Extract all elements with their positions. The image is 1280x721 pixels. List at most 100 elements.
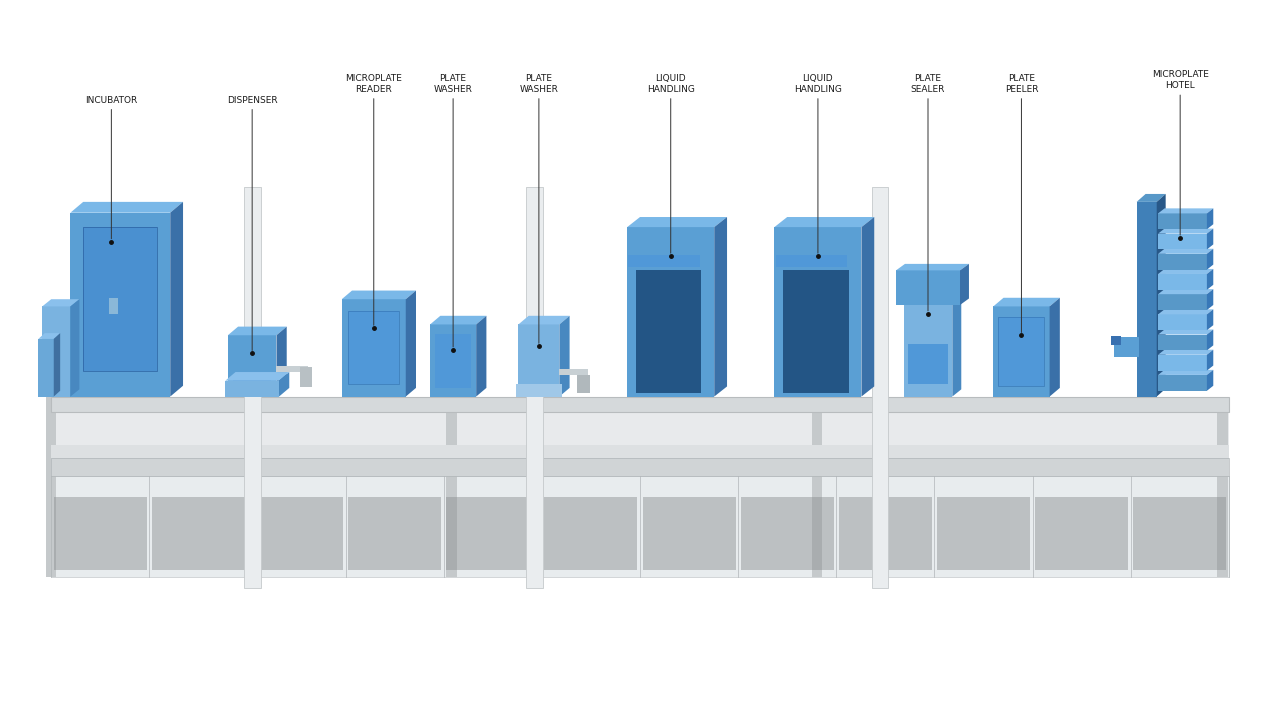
Bar bbox=[1137, 202, 1157, 397]
Bar bbox=[54, 497, 147, 570]
Text: MICROPLATE
HOTEL: MICROPLATE HOTEL bbox=[1152, 70, 1208, 90]
Bar bbox=[51, 445, 1229, 458]
Bar bbox=[1133, 497, 1226, 570]
Bar bbox=[51, 476, 1229, 577]
Text: LIQUID
HANDLING: LIQUID HANDLING bbox=[794, 74, 842, 94]
Polygon shape bbox=[476, 316, 486, 397]
Bar bbox=[1158, 294, 1207, 310]
Polygon shape bbox=[1050, 298, 1060, 397]
Bar bbox=[872, 187, 888, 588]
Bar bbox=[152, 497, 244, 570]
Bar bbox=[1114, 337, 1139, 357]
Bar bbox=[544, 497, 637, 570]
Bar bbox=[776, 255, 847, 267]
Bar bbox=[896, 270, 960, 305]
Bar bbox=[643, 497, 736, 570]
Bar bbox=[51, 476, 1229, 577]
Polygon shape bbox=[1158, 350, 1213, 355]
Polygon shape bbox=[225, 372, 289, 381]
Bar bbox=[233, 375, 271, 393]
Bar bbox=[300, 367, 312, 387]
Bar bbox=[51, 458, 1229, 476]
Polygon shape bbox=[952, 270, 961, 397]
Polygon shape bbox=[342, 291, 416, 299]
Polygon shape bbox=[1158, 309, 1213, 314]
Polygon shape bbox=[276, 327, 287, 397]
Bar bbox=[276, 366, 308, 372]
Bar bbox=[577, 375, 590, 393]
Text: LIQUID
HANDLING: LIQUID HANDLING bbox=[646, 74, 695, 94]
Polygon shape bbox=[1207, 269, 1213, 290]
Text: PLATE
SEALER: PLATE SEALER bbox=[911, 74, 945, 94]
Bar bbox=[1158, 355, 1207, 371]
Bar bbox=[42, 306, 70, 397]
Bar bbox=[993, 306, 1050, 397]
Polygon shape bbox=[279, 372, 289, 397]
Bar bbox=[627, 227, 714, 397]
Polygon shape bbox=[1207, 208, 1213, 229]
Text: PLATE
WASHER: PLATE WASHER bbox=[520, 74, 558, 94]
Polygon shape bbox=[1207, 370, 1213, 391]
Polygon shape bbox=[1207, 350, 1213, 371]
Bar bbox=[1158, 274, 1207, 290]
Polygon shape bbox=[559, 316, 570, 397]
Polygon shape bbox=[896, 264, 969, 270]
Polygon shape bbox=[904, 270, 961, 278]
Bar bbox=[516, 384, 562, 397]
Polygon shape bbox=[54, 333, 60, 397]
Bar bbox=[1158, 314, 1207, 330]
Bar bbox=[38, 339, 54, 397]
Polygon shape bbox=[1207, 249, 1213, 270]
Polygon shape bbox=[1207, 229, 1213, 249]
Polygon shape bbox=[1158, 208, 1213, 213]
Polygon shape bbox=[1158, 289, 1213, 294]
Bar bbox=[83, 227, 157, 371]
Bar bbox=[518, 324, 559, 397]
Bar bbox=[51, 397, 1229, 412]
Bar bbox=[1111, 336, 1121, 345]
Bar bbox=[1158, 375, 1207, 391]
Bar bbox=[83, 227, 157, 371]
Bar bbox=[904, 278, 952, 397]
Bar bbox=[348, 311, 399, 384]
Bar bbox=[109, 298, 118, 314]
Polygon shape bbox=[1158, 329, 1213, 335]
Polygon shape bbox=[1158, 370, 1213, 375]
Polygon shape bbox=[1157, 194, 1166, 397]
Polygon shape bbox=[42, 299, 79, 306]
Polygon shape bbox=[70, 202, 183, 213]
Bar bbox=[342, 299, 406, 397]
Bar bbox=[228, 335, 276, 397]
Bar bbox=[70, 213, 170, 397]
Polygon shape bbox=[993, 298, 1060, 306]
Polygon shape bbox=[960, 264, 969, 305]
Bar bbox=[1158, 335, 1207, 350]
Bar bbox=[812, 397, 822, 577]
Bar bbox=[51, 458, 1229, 476]
Bar bbox=[51, 397, 1229, 412]
Bar bbox=[908, 344, 948, 384]
Text: MICROPLATE
READER: MICROPLATE READER bbox=[346, 74, 402, 94]
Bar bbox=[937, 497, 1030, 570]
Polygon shape bbox=[627, 217, 727, 227]
Polygon shape bbox=[70, 299, 79, 397]
Bar bbox=[526, 187, 543, 588]
Bar bbox=[435, 334, 471, 388]
Polygon shape bbox=[1158, 269, 1213, 274]
Bar bbox=[1158, 254, 1207, 270]
Bar bbox=[46, 397, 56, 577]
Polygon shape bbox=[38, 333, 60, 339]
Bar bbox=[741, 497, 833, 570]
Polygon shape bbox=[1137, 194, 1166, 202]
Bar bbox=[783, 270, 849, 393]
Polygon shape bbox=[406, 291, 416, 397]
Bar bbox=[636, 270, 701, 393]
Bar bbox=[774, 227, 861, 397]
Bar bbox=[447, 397, 457, 577]
Bar bbox=[1036, 497, 1128, 570]
Polygon shape bbox=[1158, 229, 1213, 234]
Bar bbox=[348, 497, 442, 570]
Bar bbox=[250, 497, 343, 570]
Text: PLATE
PEELER: PLATE PEELER bbox=[1005, 74, 1038, 94]
Bar bbox=[1158, 234, 1207, 249]
